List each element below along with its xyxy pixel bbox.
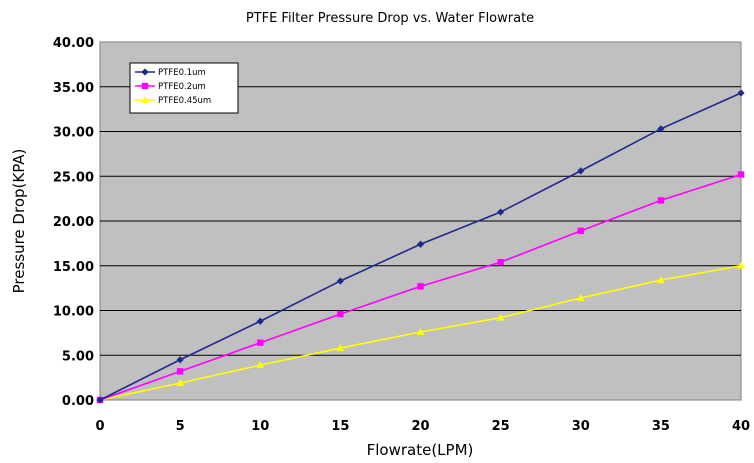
data-point [577,167,585,175]
data-point [737,89,745,97]
grid [100,86,741,356]
data-point [737,171,745,178]
x-tick-label: 30 [572,419,590,434]
legend: PTFE0.1um PTFE0.2um PTFE0.45um [129,62,239,114]
data-point [256,317,264,325]
y-axis-ticks: 0.00 5.00 10.00 15.00 20.00 25.00 30.00 35.00 40… [53,36,94,409]
legend-marker [141,68,149,76]
data-point [497,208,505,216]
data-point [176,368,184,375]
legend-label: PTFE0.45um [158,96,211,106]
data-point [96,396,104,404]
y-tick-label: 35.00 [53,81,94,96]
data-point [176,356,184,364]
y-axis-label: Pressure Drop(KPA) [10,149,28,294]
x-tick-label: 15 [331,419,349,434]
data-point [416,240,425,248]
y-tick-label: 15.00 [53,260,94,275]
y-tick-label: 20.00 [53,215,94,230]
data-point [336,344,345,352]
x-tick-label: 40 [732,419,750,434]
legend-marker [141,96,149,103]
x-tick-label: 20 [411,419,429,434]
y-tick-label: 5.00 [62,349,94,364]
data-point [337,310,344,318]
data-point [256,361,265,369]
data-point [257,339,264,346]
legend-marker [141,82,149,90]
y-tick-label: 40.00 [53,36,94,51]
data-point [657,125,665,133]
y-tick-label: 25.00 [53,170,94,185]
series-PTFE0.1um [96,89,745,404]
x-tick-label: 35 [652,419,670,434]
y-tick-label: 0.00 [62,394,94,409]
y-tick-label: 30.00 [53,126,94,141]
data-point [657,276,665,284]
data-point [417,283,424,290]
data-point [336,277,344,285]
x-tick-label: 25 [492,419,510,434]
data-point [657,197,665,204]
data-point [496,313,505,321]
legend-label: PTFE0.1um [158,68,206,78]
data-point [416,327,425,335]
data-point [576,293,585,301]
chart-title: PTFE Filter Pressure Drop vs. Water Flow… [246,11,534,26]
y-tick-label: 10.00 [53,305,94,320]
data-point [577,227,584,235]
x-tick-label: 5 [176,419,185,434]
x-axis-ticks: 0 5 10 15 20 25 30 35 40 [95,419,750,434]
legend-label: PTFE0.2um [158,82,206,92]
data-point [176,378,184,386]
data-point [497,258,504,266]
data-point [737,261,745,269]
x-tick-label: 10 [251,419,269,434]
x-tick-label: 0 [95,419,104,434]
series-layer [96,89,745,404]
series-PTFE0.2um [96,171,745,404]
x-axis-label: Flowrate(LPM) [367,441,474,459]
